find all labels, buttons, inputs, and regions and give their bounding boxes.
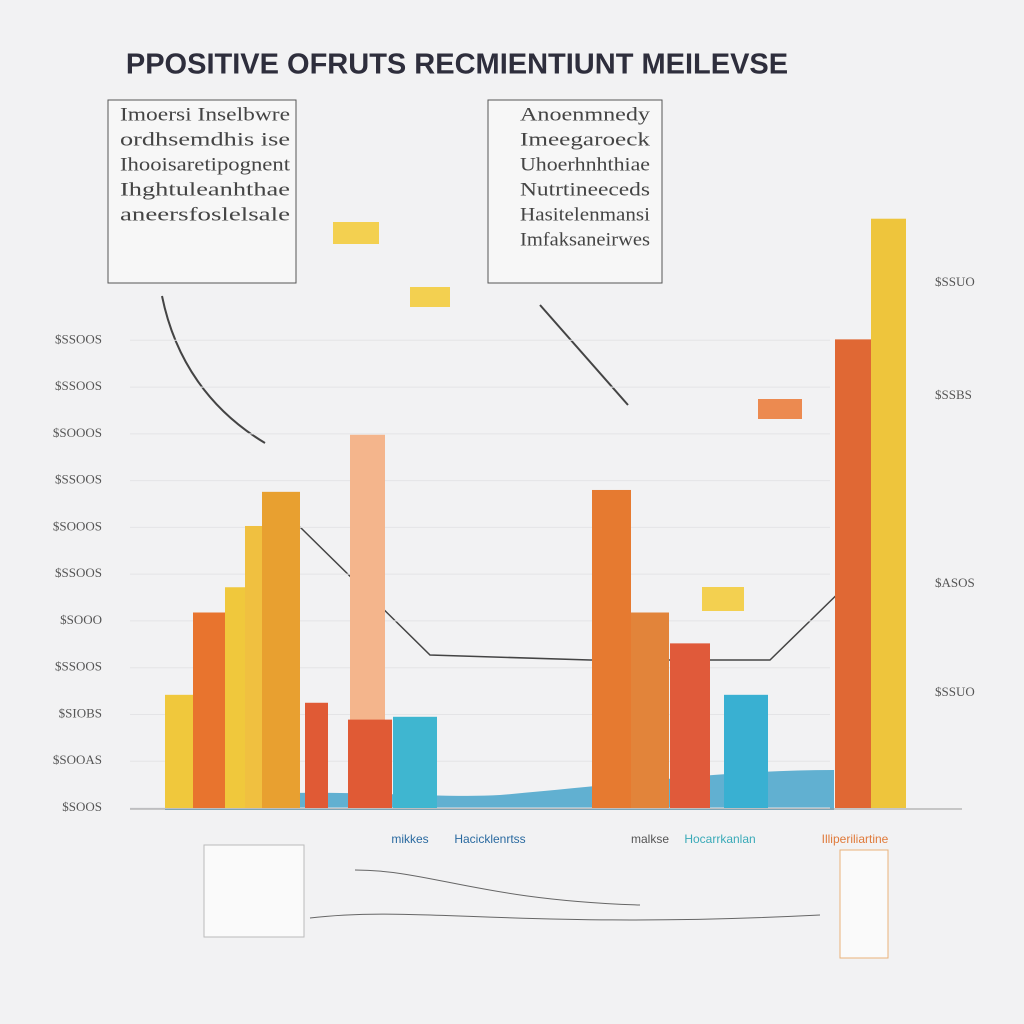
y-tick-label: $SIOBS [59,705,102,720]
bar [835,339,871,808]
trend-line [299,526,856,661]
note-line: Imoersi Inselbwre [120,104,290,125]
y-tick-label: $SOOOS [53,518,102,533]
y-tick-label: $SOOS [62,799,102,814]
y-tick-label: $SOOAS [53,752,102,767]
right-label: $SSBS [935,387,972,402]
decor [354,869,641,906]
footer-label: Hocarrkanlan [684,832,755,846]
decor [758,399,802,419]
bar [592,489,631,808]
decor [203,844,305,938]
note-line: Ihooisaretipognent [120,154,291,175]
right-label: $SSUO [935,684,975,699]
footer-label: Illiperiliartine [822,832,889,846]
decor [839,849,889,959]
note-line: Hasitelenmansi [520,204,650,225]
note-box [107,99,297,284]
note-line: ordhsemdhis ise [120,129,290,150]
y-tick-label: $SSOOS [55,565,102,580]
bar [165,694,195,808]
y-tick-label: $SSOOS [55,378,102,393]
decor [309,913,821,921]
bar [348,719,392,808]
y-tick-label: $SSOOS [55,659,102,674]
decor [333,222,379,244]
decor [410,287,450,307]
y-tick-label: $SOOOS [53,425,102,440]
chart-title: PPOSITIVE OFRUTS RECMIENTIUNT MEILEVSE [126,49,788,81]
y-tick-label: $SSOOS [55,472,102,487]
bar [724,694,768,808]
y-tick-label: $SSOOS [55,331,102,346]
footer-label: mikkes [391,832,428,846]
note-line: Imfaksaneirwes [520,229,650,250]
note-line: Ihghtuleanhthae [120,179,290,200]
bar [305,702,328,808]
note-box [487,99,663,284]
arrow [539,304,629,406]
bar [393,716,437,808]
note-line: Anoenmnedy [520,104,651,125]
arrow [161,295,266,444]
note-line: aneersfoslelsale [120,204,290,225]
footer-label: malkse [631,832,669,846]
decor [702,587,744,611]
note-line: Nutrtineeceds [520,179,650,200]
right-label: $SSUO [935,274,975,289]
footer-label: Hacicklenrtss [454,832,525,846]
bar [670,643,710,808]
note-line: Uhoerhnhthiae [520,154,650,175]
bar [871,218,906,808]
bar [262,491,300,808]
right-label: $ASOS [935,575,975,590]
bar [631,612,669,808]
note-line: Imeegaroeck [520,129,651,150]
y-tick-label: $SOOO [60,612,102,627]
